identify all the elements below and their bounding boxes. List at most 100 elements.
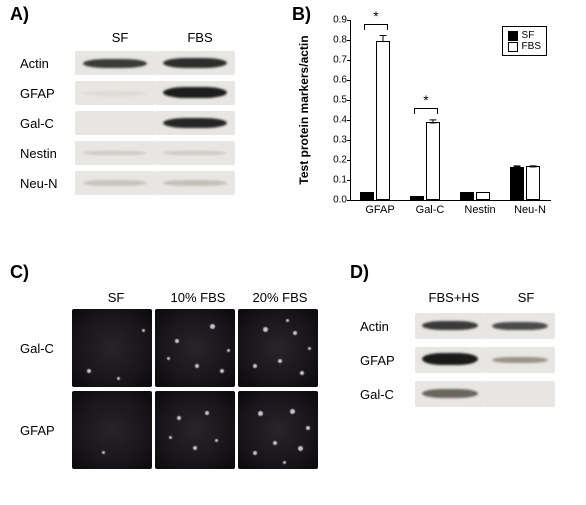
fluorescent-speck bbox=[308, 347, 311, 350]
micrograph bbox=[72, 309, 152, 387]
blot-band bbox=[422, 389, 478, 398]
error-bar bbox=[533, 165, 534, 167]
blot-lane bbox=[75, 51, 155, 75]
panel-d-row: Actin bbox=[360, 313, 570, 339]
panel-c-row: GFAP bbox=[20, 391, 330, 469]
blot-band bbox=[83, 180, 147, 186]
blot-lane bbox=[155, 111, 235, 135]
legend-row-fbs: FBS bbox=[508, 41, 541, 52]
panel-a-row-label: Gal-C bbox=[20, 116, 75, 131]
panel-a-row: Neu-N bbox=[20, 171, 270, 195]
panel-d-row-label: Gal-C bbox=[360, 387, 415, 402]
blot-band bbox=[83, 151, 147, 155]
blot-band bbox=[83, 91, 147, 96]
fluorescent-speck bbox=[87, 369, 91, 373]
panel-a-col-fbs: FBS bbox=[160, 30, 240, 45]
legend-row-sf: SF bbox=[508, 30, 541, 41]
ytick-mark bbox=[347, 60, 351, 61]
panel-a-column-headers: SF FBS bbox=[80, 30, 270, 45]
bar bbox=[510, 167, 524, 200]
ytick-label: 0.8 bbox=[321, 35, 347, 46]
panel-a: SF FBS Actin GFAP Gal-C Nestin Neu-N bbox=[20, 30, 270, 195]
blot-lane bbox=[415, 347, 485, 373]
xtick-label: Neu-N bbox=[514, 204, 546, 216]
blot-band bbox=[422, 321, 478, 330]
ytick-mark bbox=[347, 80, 351, 81]
panel-c-row-label: GFAP bbox=[20, 423, 72, 438]
xtick-label: Nestin bbox=[464, 204, 495, 216]
panel-d-row: GFAP bbox=[360, 347, 570, 373]
panel-d-col-0: FBS+HS bbox=[418, 290, 490, 305]
blot-band bbox=[492, 322, 548, 330]
blot-lane bbox=[155, 81, 235, 105]
ytick-mark bbox=[347, 200, 351, 201]
error-bar bbox=[517, 165, 518, 167]
fluorescent-speck bbox=[286, 319, 289, 322]
fluorescent-speck bbox=[253, 364, 257, 368]
fluorescent-speck bbox=[220, 369, 224, 373]
panel-d-col-1: SF bbox=[490, 290, 562, 305]
chart-y-axis-label: Test protein markers/actin bbox=[297, 35, 311, 184]
bar bbox=[426, 122, 440, 200]
ytick-mark bbox=[347, 40, 351, 41]
panel-a-row: Nestin bbox=[20, 141, 270, 165]
blot-lane bbox=[485, 381, 555, 407]
blot-band bbox=[492, 357, 548, 363]
panel-d-row-label: GFAP bbox=[360, 353, 415, 368]
blot-band bbox=[163, 87, 227, 98]
panel-label-c: C) bbox=[10, 262, 29, 283]
fluorescent-speck bbox=[227, 349, 230, 352]
fluorescent-speck bbox=[253, 451, 257, 455]
micrograph bbox=[238, 391, 318, 469]
fluorescent-speck bbox=[169, 436, 172, 439]
micrograph bbox=[155, 309, 235, 387]
panel-c-col-0: SF bbox=[75, 290, 157, 305]
legend-label-sf: SF bbox=[522, 30, 535, 41]
blot-band bbox=[163, 151, 227, 155]
blot-band bbox=[83, 59, 147, 68]
panel-d-row: Gal-C bbox=[360, 381, 570, 407]
panel-d: FBS+HS SF Actin GFAP Gal-C bbox=[360, 290, 570, 407]
panel-c-col-1: 10% FBS bbox=[157, 290, 239, 305]
blot-band bbox=[163, 58, 227, 68]
panel-b: Test protein markers/actin SF FBS 0.0 0.1… bbox=[300, 10, 570, 240]
fluorescent-speck bbox=[167, 357, 170, 360]
blot-lane bbox=[485, 313, 555, 339]
panel-a-row-label: Actin bbox=[20, 56, 75, 71]
ytick-label: 0.0 bbox=[321, 195, 347, 206]
fluorescent-speck bbox=[258, 411, 263, 416]
blot-lane bbox=[155, 141, 235, 165]
blot-band bbox=[163, 118, 227, 128]
panel-d-row-label: Actin bbox=[360, 319, 415, 334]
bar bbox=[376, 41, 390, 200]
bar-group: Gal-C bbox=[410, 122, 450, 200]
ytick-label: 0.1 bbox=[321, 175, 347, 186]
panel-label-a: A) bbox=[10, 4, 29, 25]
panel-a-row-label: Neu-N bbox=[20, 176, 75, 191]
bar bbox=[460, 192, 474, 200]
panel-c-row-label: Gal-C bbox=[20, 341, 72, 356]
panel-c-row: Gal-C bbox=[20, 309, 330, 387]
bar bbox=[360, 192, 374, 200]
blot-lane bbox=[75, 171, 155, 195]
panel-a-row: Actin bbox=[20, 51, 270, 75]
xtick-label: GFAP bbox=[365, 204, 394, 216]
ytick-label: 0.2 bbox=[321, 155, 347, 166]
fluorescent-speck bbox=[215, 439, 218, 442]
blot-lane bbox=[415, 381, 485, 407]
fluorescent-speck bbox=[278, 359, 282, 363]
ytick-label: 0.5 bbox=[321, 95, 347, 106]
fluorescent-speck bbox=[306, 426, 310, 430]
blot-band bbox=[163, 180, 227, 186]
blot-band bbox=[422, 353, 478, 365]
blot-lane bbox=[485, 347, 555, 373]
fluorescent-speck bbox=[195, 364, 199, 368]
fluorescent-speck bbox=[290, 409, 295, 414]
fluorescent-speck bbox=[117, 377, 120, 380]
ytick-label: 0.9 bbox=[321, 15, 347, 26]
bar bbox=[410, 196, 424, 200]
panel-a-row-label: GFAP bbox=[20, 86, 75, 101]
ytick-mark bbox=[347, 140, 351, 141]
ytick-mark bbox=[347, 100, 351, 101]
panel-c-col-2: 20% FBS bbox=[239, 290, 321, 305]
